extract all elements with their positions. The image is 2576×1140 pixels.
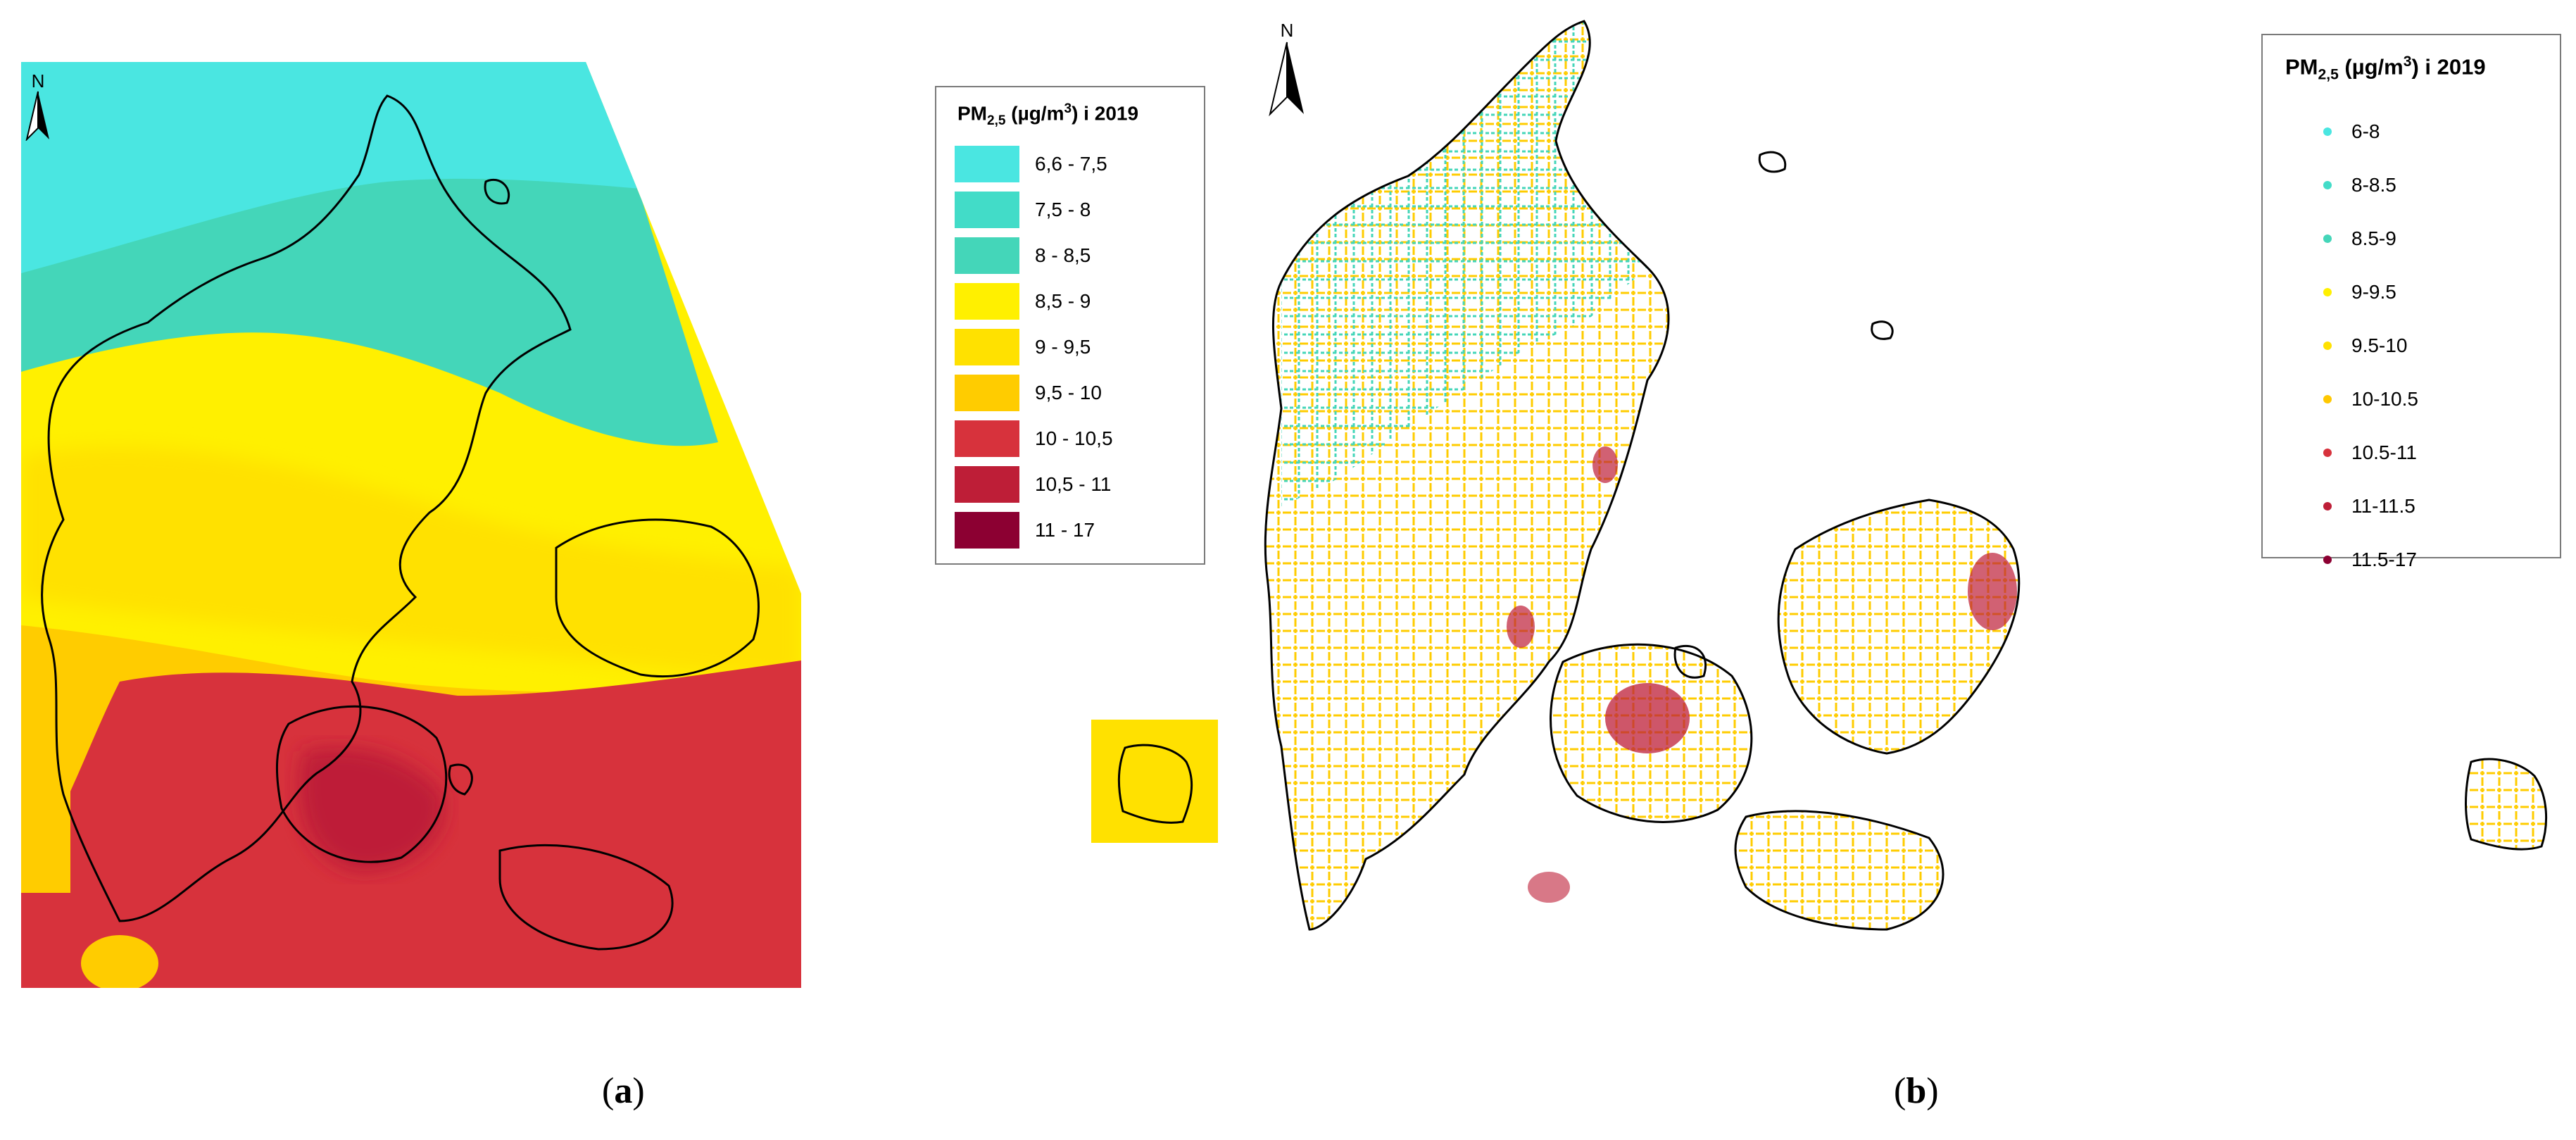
a-legend-label: 10 - 10,5 xyxy=(1035,427,1113,450)
north-label: N xyxy=(1280,20,1294,41)
inset-background xyxy=(1091,720,1218,843)
b-legend-label: 10-10.5 xyxy=(2351,387,2418,410)
vejle-hotspot xyxy=(1507,606,1535,648)
a-legend-swatch xyxy=(955,146,1019,183)
b-legend-label: 10.5-11 xyxy=(2351,441,2417,463)
a-legend-label: 9 - 9,5 xyxy=(1035,336,1091,358)
north-arrow-icon xyxy=(1269,42,1304,117)
b-legend-item: 11-11.5 xyxy=(2281,480,2542,533)
odense-hotspot xyxy=(1605,683,1690,753)
bornholm-roads-fill xyxy=(2465,759,2546,850)
a-legend-swatch xyxy=(955,512,1019,549)
legend-title-b: PM2,5 (µg/m3) i 2019 xyxy=(2285,54,2486,83)
legend-b-items: 6-8 8-8.5 8.5-9 9-9.5 9.5-10 10-10.5 10.5-11 11… xyxy=(2281,105,2542,587)
a-legend-item: 7,5 - 8 xyxy=(955,187,1186,233)
b-legend-label: 9.5-10 xyxy=(2351,334,2408,356)
b-legend-dot xyxy=(2323,234,2332,243)
a-legend-item: 6,6 - 7,5 xyxy=(955,142,1186,187)
caption-a: (a) xyxy=(602,1071,645,1111)
a-legend-label: 11 - 17 xyxy=(1035,519,1095,541)
denmark-coastline-b xyxy=(1264,20,2021,931)
inset-map-bornholm-a xyxy=(1091,720,1218,843)
b-legend-dot xyxy=(2323,127,2332,136)
lolland-falster-roads-fill xyxy=(1735,810,1943,929)
a-legend-item: 9 - 9,5 xyxy=(955,325,1186,370)
concentration-strip-orange xyxy=(21,787,70,893)
legend-title-a: PM2,5 (µg/m3) i 2019 xyxy=(957,101,1139,128)
b-legend-item: 6-8 xyxy=(2281,105,2542,158)
a-legend-swatch xyxy=(955,283,1019,320)
map-panel-b xyxy=(1264,20,2021,931)
b-legend-item: 10-10.5 xyxy=(2281,372,2542,426)
a-legend-label: 9,5 - 10 xyxy=(1035,382,1102,404)
north-arrow-a: N xyxy=(25,72,51,144)
b-legend-item: 9-9.5 xyxy=(2281,265,2542,319)
aarhus-hotspot xyxy=(1592,446,1618,483)
a-legend-swatch xyxy=(955,237,1019,275)
b-legend-dot xyxy=(2323,501,2332,511)
a-legend-swatch xyxy=(955,192,1019,229)
denmark-coastline-a xyxy=(41,94,760,951)
a-legend-item: 8,5 - 9 xyxy=(955,279,1186,325)
b-legend-label: 6-8 xyxy=(2351,120,2380,142)
legend-b: PM2,5 (µg/m3) i 2019 6-8 8-8.5 8.5-9 9-9.5 9… xyxy=(2261,34,2561,570)
b-legend-label: 11.5-17 xyxy=(2351,548,2417,570)
concentration-zone-dark-red xyxy=(299,747,445,872)
a-legend-label: 8 - 8,5 xyxy=(1035,244,1091,267)
b-legend-label: 9-9.5 xyxy=(2351,280,2396,303)
concentration-blob-orange xyxy=(81,935,158,988)
bornholm-outline xyxy=(2465,758,2547,851)
b-legend-dot xyxy=(2323,448,2332,457)
b-legend-item: 10.5-11 xyxy=(2281,426,2542,480)
a-legend-item: 11 - 17 xyxy=(955,508,1186,553)
a-legend-swatch xyxy=(955,329,1019,366)
b-legend-label: 8.5-9 xyxy=(2351,227,2396,249)
a-legend-swatch xyxy=(955,375,1019,412)
copenhagen-hotspot xyxy=(1968,553,2017,630)
bornholm-map-b xyxy=(2465,758,2547,851)
a-legend-item: 10,5 - 11 xyxy=(955,462,1186,508)
a-legend-swatch xyxy=(955,420,1019,458)
a-legend-item: 9,5 - 10 xyxy=(955,370,1186,416)
b-legend-item: 8.5-9 xyxy=(2281,212,2542,265)
a-legend-swatch xyxy=(955,466,1019,503)
a-legend-label: 8,5 - 9 xyxy=(1035,290,1091,313)
a-legend-item: 8 - 8,5 xyxy=(955,233,1186,279)
a-legend-label: 7,5 - 8 xyxy=(1035,199,1091,221)
a-legend-label: 6,6 - 7,5 xyxy=(1035,153,1107,175)
concentration-zone-light-cyan xyxy=(21,62,641,273)
b-legend-label: 11-11.5 xyxy=(2351,494,2415,517)
legend-a: PM2,5 (µg/m3) i 2019 6,6 - 7,5 7,5 - 8 8 -… xyxy=(935,86,1205,565)
caption-b: (b) xyxy=(1894,1071,1939,1111)
north-arrow-b: N xyxy=(1267,21,1307,120)
b-legend-dot xyxy=(2323,341,2332,350)
map-panel-a xyxy=(21,62,801,988)
b-legend-item: 9.5-10 xyxy=(2281,319,2542,372)
b-legend-dot xyxy=(2323,180,2332,189)
b-legend-dot xyxy=(2323,555,2332,564)
concentration-zone-light-yellow xyxy=(21,447,801,682)
legend-a-items: 6,6 - 7,5 7,5 - 8 8 - 8,5 8,5 - 9 9 - 9,5 9,5… xyxy=(955,142,1186,553)
north-label: N xyxy=(31,70,45,92)
b-legend-item: 8-8.5 xyxy=(2281,158,2542,212)
b-legend-dot xyxy=(2323,394,2332,403)
north-arrow-icon xyxy=(25,91,49,142)
b-legend-item: 11.5-17 xyxy=(2281,533,2542,587)
b-legend-label: 8-8.5 xyxy=(2351,173,2396,196)
south-jutland-hotspot xyxy=(1528,872,1570,903)
a-legend-label: 10,5 - 11 xyxy=(1035,473,1112,496)
b-legend-dot xyxy=(2323,287,2332,296)
bornholm-outline xyxy=(1117,744,1193,824)
a-legend-item: 10 - 10,5 xyxy=(955,416,1186,462)
zealand-roads-fill xyxy=(1778,500,2019,753)
